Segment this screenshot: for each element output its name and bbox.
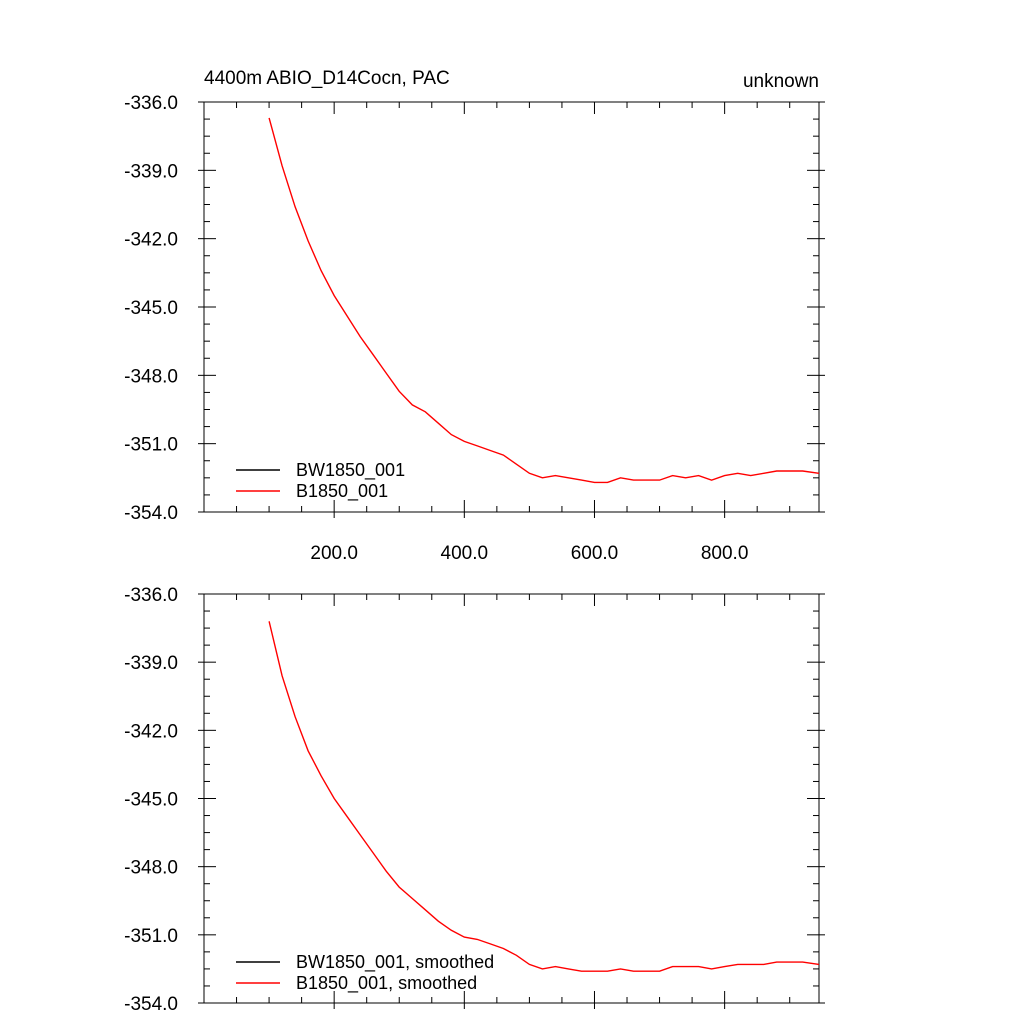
x-tick-label: 800.0 <box>701 543 749 564</box>
series-line-1 <box>268 117 820 484</box>
title-left: 4400m ABIO_D14Cocn, PAC <box>204 68 450 89</box>
y-tick-label: -345.0 <box>124 298 178 319</box>
y-tick-label: -342.0 <box>124 230 178 251</box>
y-tick-label: -339.0 <box>124 653 178 674</box>
y-tick-label: -339.0 <box>124 161 178 182</box>
x-tick-label: 400.0 <box>441 543 489 564</box>
y-tick-label: -354.0 <box>124 994 178 1015</box>
series-line-1 <box>268 621 820 972</box>
y-tick-label: -342.0 <box>124 721 178 742</box>
legend-label: BW1850_001, smoothed <box>296 952 494 973</box>
legend-label: BW1850_001 <box>296 460 405 481</box>
panel-top: 200.0 400.0 600.0 800.0 -336.0 -339.0 -342.0 -3… <box>124 93 825 564</box>
legend-label: B1850_001 <box>296 481 388 502</box>
y-tick-label: -345.0 <box>124 790 178 811</box>
plot-frame <box>203 593 820 1004</box>
y-tick-label: -336.0 <box>124 585 178 606</box>
x-tick-label: 200.0 <box>310 543 358 564</box>
y-tick-label: -354.0 <box>124 503 178 524</box>
y-tick-label: -348.0 <box>124 366 178 387</box>
y-tick-label: -351.0 <box>124 926 178 947</box>
legend-label: B1850_001, smoothed <box>296 973 477 994</box>
x-tick-label: 600.0 <box>571 543 619 564</box>
panel-bottom: -336.0 -339.0 -342.0 -345.0 -348.0 -351.0 -354… <box>124 585 825 1015</box>
y-tick-label: -348.0 <box>124 858 178 879</box>
title-right: unknown <box>743 71 819 92</box>
y-tick-label: -351.0 <box>124 435 178 456</box>
plot-frame <box>203 101 820 513</box>
y-tick-label: -336.0 <box>124 93 178 114</box>
